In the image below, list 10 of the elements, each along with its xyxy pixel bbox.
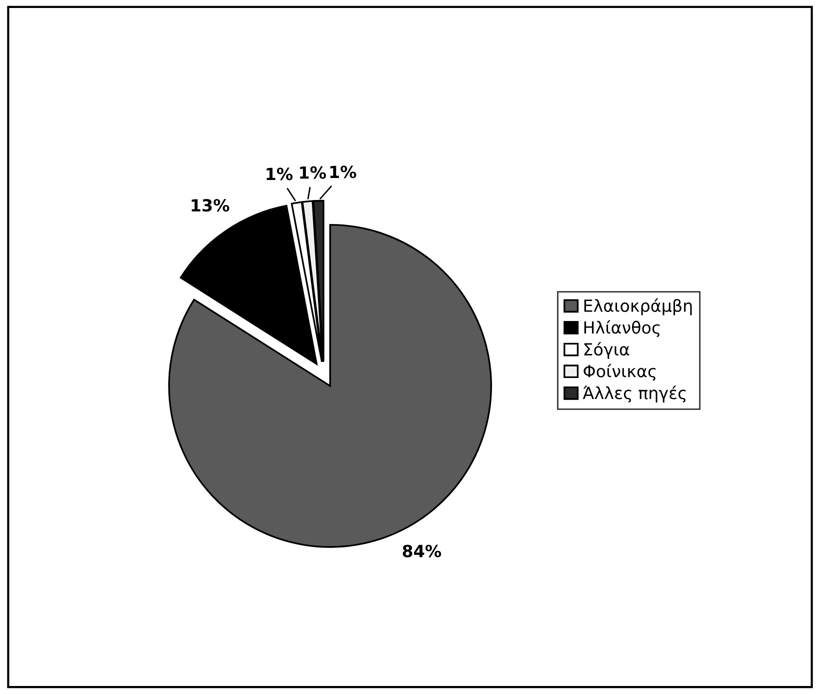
legend-label: Σόγια [584, 342, 630, 359]
data-label: 1% [300, 166, 326, 179]
legend-label: Φοίνικας [584, 364, 656, 381]
data-label: 13% [192, 199, 230, 212]
data-label: 84% [402, 544, 442, 558]
data-label: 1% [330, 166, 356, 178]
legend-label: Ελαιοκράμβη [584, 298, 692, 316]
legend-label: Άλλες πηγές [582, 386, 686, 403]
legend-label: Ηλίανθος [584, 320, 660, 338]
data-label: 1% [266, 168, 293, 180]
